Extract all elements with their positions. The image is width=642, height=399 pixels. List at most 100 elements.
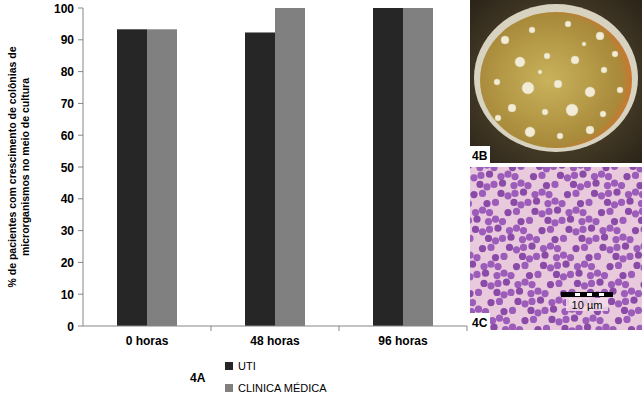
- cell: [483, 200, 490, 207]
- cell: [615, 279, 622, 286]
- colony: [612, 51, 618, 57]
- bar: [275, 8, 305, 326]
- scale-bar-segment: [599, 293, 604, 296]
- cell: [516, 326, 523, 330]
- cell: [635, 290, 642, 297]
- cell: [470, 290, 474, 297]
- cell: [548, 316, 555, 323]
- cell: [557, 172, 564, 179]
- y-tick: [78, 39, 83, 40]
- cell: [574, 263, 581, 270]
- cell: [538, 210, 545, 217]
- cell: [636, 325, 642, 330]
- photo-background: [470, 167, 642, 330]
- cell: [507, 234, 514, 241]
- cell: [638, 200, 642, 207]
- figure: 01020304050607080901000 horas48 horas96 …: [0, 0, 642, 399]
- cell: [551, 219, 558, 226]
- x-tick: [211, 326, 212, 331]
- cell: [626, 253, 633, 260]
- cell: [619, 217, 626, 224]
- cell: [609, 326, 616, 330]
- y-tick: [78, 294, 83, 295]
- cell: [578, 235, 585, 242]
- cell: [479, 245, 486, 252]
- colony: [582, 42, 586, 46]
- cell: [538, 172, 545, 179]
- cell: [571, 315, 578, 322]
- x-tick: [339, 326, 340, 331]
- cell: [543, 325, 550, 330]
- cell: [635, 252, 642, 259]
- cell: [619, 234, 626, 241]
- cell: [555, 280, 562, 287]
- bars: [117, 8, 433, 326]
- cell: [473, 254, 480, 261]
- cell: [524, 199, 531, 206]
- scale-bar-segment: [587, 293, 592, 296]
- cell: [592, 235, 599, 242]
- cell: [520, 227, 527, 234]
- cell: [640, 226, 642, 233]
- cell: [596, 317, 603, 324]
- cell: [594, 253, 601, 260]
- cell: [543, 182, 550, 189]
- cell: [470, 261, 476, 268]
- cell: [494, 280, 501, 287]
- cell: [567, 216, 574, 223]
- cell: [524, 182, 531, 189]
- y-tick: [78, 167, 83, 168]
- cell: [550, 306, 557, 313]
- cell: [604, 182, 611, 189]
- cell: [485, 235, 492, 242]
- cell: [519, 253, 526, 260]
- colony: [600, 111, 606, 117]
- cell: [513, 225, 520, 232]
- cell: [504, 209, 511, 216]
- cell: [579, 171, 586, 178]
- cell: [537, 297, 544, 304]
- cell: [486, 226, 493, 233]
- cell: [527, 307, 534, 314]
- cell: [558, 200, 565, 207]
- y-tick-label: 30: [61, 224, 75, 238]
- cell: [625, 191, 632, 198]
- cell: [520, 244, 527, 251]
- cell: [490, 181, 497, 188]
- cell: [598, 209, 605, 216]
- cell: [526, 217, 533, 224]
- cell: [579, 209, 586, 216]
- colony: [529, 27, 535, 33]
- cell: [479, 190, 486, 197]
- cell: [533, 236, 540, 243]
- cell: [503, 317, 510, 324]
- cell: [581, 244, 588, 251]
- cell: [507, 289, 514, 296]
- cell: [554, 245, 561, 252]
- cell: [612, 236, 619, 243]
- legend-swatch: [225, 362, 233, 370]
- cell: [613, 227, 620, 234]
- cell: [561, 325, 568, 330]
- y-tick: [78, 8, 83, 9]
- cell: [483, 183, 490, 190]
- cell: [543, 167, 550, 172]
- cell: [521, 317, 528, 324]
- cell: [588, 263, 595, 270]
- cell: [510, 182, 517, 189]
- cell: [490, 167, 497, 171]
- agar: [480, 12, 632, 148]
- cell: [547, 243, 554, 250]
- photo-b: 4B: [470, 0, 642, 163]
- y-tick: [78, 326, 83, 327]
- cell: [584, 167, 591, 171]
- cell: [547, 264, 554, 271]
- cell: [628, 288, 635, 295]
- y-axis-label-line: % de pacientes com crescimento de colôni…: [6, 46, 18, 287]
- cell: [470, 174, 477, 181]
- cell: [622, 243, 629, 250]
- cell: [579, 226, 586, 233]
- cell: [499, 218, 506, 225]
- y-tick: [78, 198, 83, 199]
- cell: [575, 325, 582, 330]
